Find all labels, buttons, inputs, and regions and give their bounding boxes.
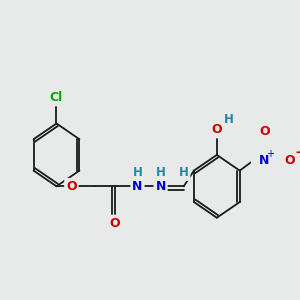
Text: H: H bbox=[179, 166, 189, 179]
Text: H: H bbox=[133, 166, 142, 179]
Text: O: O bbox=[66, 180, 77, 193]
Text: O: O bbox=[110, 217, 121, 230]
Text: +: + bbox=[266, 149, 274, 159]
Text: N: N bbox=[259, 154, 270, 167]
Text: H: H bbox=[224, 113, 233, 126]
Text: N: N bbox=[155, 180, 166, 193]
Text: Cl: Cl bbox=[50, 92, 63, 104]
Text: H: H bbox=[156, 166, 166, 179]
Text: O: O bbox=[284, 154, 295, 167]
Text: O: O bbox=[259, 125, 270, 138]
Text: -: - bbox=[295, 146, 300, 159]
Text: O: O bbox=[212, 123, 222, 136]
Text: N: N bbox=[132, 180, 143, 193]
